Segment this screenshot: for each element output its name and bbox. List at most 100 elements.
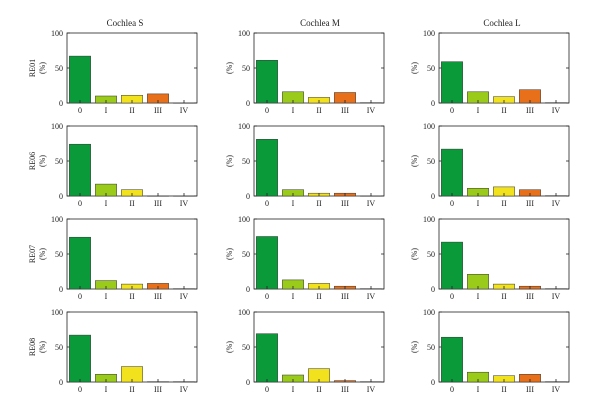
y-tick-label: 50 [242,343,250,352]
x-tick-label: IV [367,385,376,394]
column-title-cochlea-l: Cochlea L [483,18,520,28]
x-tick-label: I [292,199,295,208]
y-tick-label: 0 [431,285,435,294]
y-axis-label: (%) [225,62,234,74]
bar-0 [441,336,463,383]
x-tick-label: 0 [265,199,269,208]
x-tick-label: I [292,292,295,301]
x-tick-label: II [316,385,322,394]
x-tick-label: III [341,385,349,394]
x-tick-label: II [501,292,507,301]
x-tick-label: I [292,106,295,115]
x-tick-label: 0 [265,106,269,115]
x-tick-label: III [154,385,162,394]
x-tick-label: I [477,385,480,394]
y-tick-label: 100 [51,122,63,131]
y-axis-label: (%) [225,341,234,353]
x-tick-label: IV [367,199,376,208]
x-tick-label: 0 [450,292,454,301]
x-tick-label: I [105,292,108,301]
x-tick-label: 0 [450,385,454,394]
y-tick-label: 50 [242,64,250,73]
y-tick-label: 100 [238,308,250,317]
bar-0 [256,139,278,197]
y-axis-label: (%) [410,341,419,353]
y-axis-label: (%) [225,155,234,167]
x-tick-label: IV [367,106,376,115]
y-tick-label: 0 [59,192,63,201]
y-tick-label: 50 [427,64,435,73]
y-axis-label: (%) [225,248,234,260]
y-axis-label: (%) [410,155,419,167]
x-tick-label: III [154,199,162,208]
y-tick-label: 50 [55,343,63,352]
x-tick-label: IV [552,292,561,301]
column-title-cochlea-m: Cochlea M [300,18,340,28]
y-axis-label: (%) [38,341,47,353]
x-tick-label: IV [367,292,376,301]
y-tick-label: 0 [59,99,63,108]
x-tick-label: II [316,106,322,115]
bar-0 [256,236,278,290]
x-tick-label: II [501,385,507,394]
y-tick-label: 0 [246,378,250,387]
x-tick-label: III [341,199,349,208]
x-tick-label: II [129,106,135,115]
x-tick-label: IV [180,385,189,394]
x-tick-label: II [316,199,322,208]
y-tick-label: 50 [55,157,63,166]
y-axis-label: (%) [38,155,47,167]
x-tick-label: III [341,106,349,115]
column-title-cochlea-s: Cochlea S [107,18,144,28]
y-axis-label: (%) [410,62,419,74]
y-tick-label: 50 [427,343,435,352]
row-label-re08: RE08 [28,338,37,356]
x-tick-label: I [292,385,295,394]
y-tick-label: 50 [55,64,63,73]
x-tick-label: IV [552,199,561,208]
x-tick-label: 0 [265,292,269,301]
x-tick-label: II [129,199,135,208]
bar-0 [69,143,91,197]
y-tick-label: 100 [423,29,435,38]
y-tick-label: 50 [242,250,250,259]
x-tick-label: I [105,385,108,394]
bar-0 [69,334,91,383]
y-tick-label: 0 [431,378,435,387]
bar-0 [69,236,91,290]
x-tick-label: 0 [450,199,454,208]
x-tick-label: I [477,106,480,115]
y-tick-label: 50 [242,157,250,166]
y-tick-label: 0 [246,99,250,108]
x-tick-label: III [526,292,534,301]
y-tick-label: 100 [238,29,250,38]
bar-0 [256,60,278,104]
y-tick-label: 100 [423,215,435,224]
bar-0 [441,61,463,104]
x-tick-label: I [105,106,108,115]
x-tick-label: 0 [450,106,454,115]
x-tick-label: IV [552,106,561,115]
bar-0 [441,148,463,197]
x-tick-label: I [477,199,480,208]
x-tick-label: IV [552,385,561,394]
y-axis-label: (%) [410,248,419,260]
x-tick-label: II [501,106,507,115]
y-tick-label: 0 [431,192,435,201]
y-tick-label: 100 [423,308,435,317]
x-tick-label: IV [180,106,189,115]
x-tick-label: IV [180,199,189,208]
y-tick-label: 50 [427,157,435,166]
y-tick-label: 0 [59,378,63,387]
y-tick-label: 100 [51,29,63,38]
